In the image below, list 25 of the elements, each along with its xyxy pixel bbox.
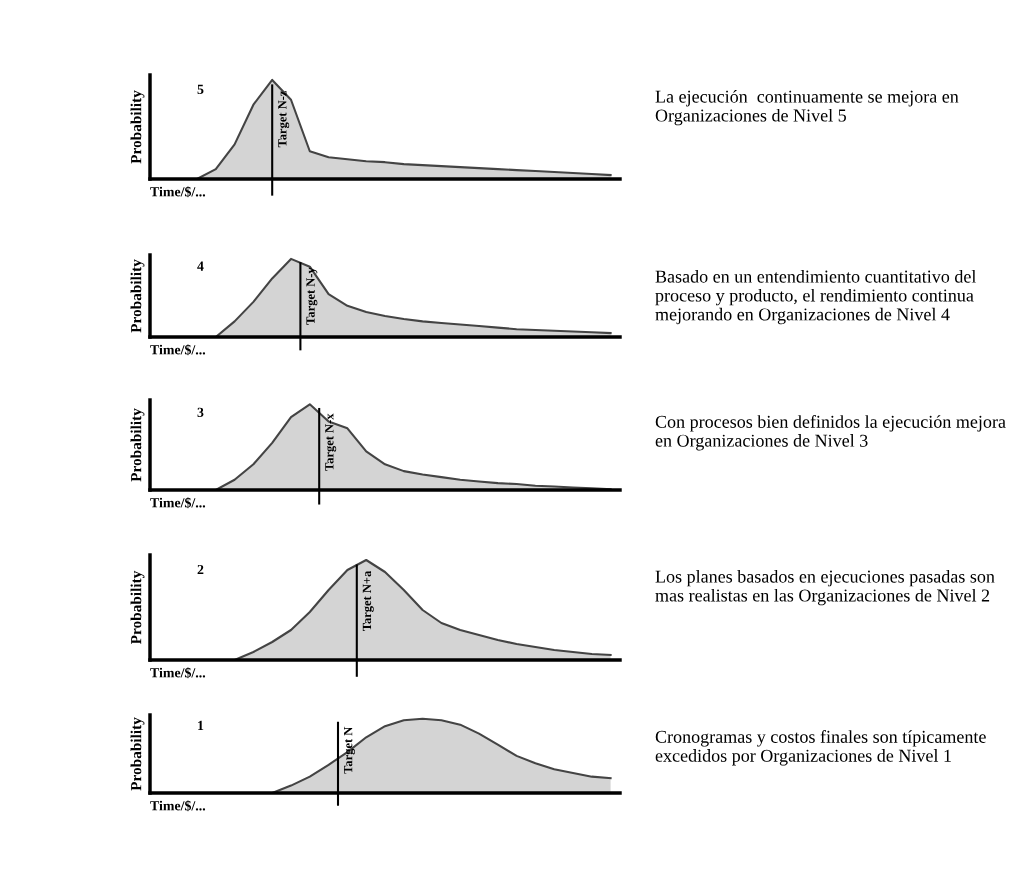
chart-title: 1 [198,720,204,731]
annotation: Target N+a [362,570,374,632]
chart-title: 3 [197,407,204,417]
y-axis-title: Probability [130,90,145,164]
x-axis-title: Time/$/... [150,344,206,356]
chart-title: 5 [197,84,204,95]
annotation: Target N [344,726,355,774]
y-axis-title: Probability [130,717,145,791]
x-axis-title: Time/$/... [150,667,206,679]
annotation: Target N-z [278,90,290,148]
annotation: Target N-y [306,267,318,325]
y-axis-title: Probability [130,259,145,333]
y-axis-title: Probability [130,408,145,482]
text: Cronogramas y costos finales son típicamente excedidos por Organizaciones de Nivel 1 [655,730,986,766]
chart-title: 2 [197,564,204,575]
text: La ejecución continuamente se mejora en Organizaciones de Nivel 5 [655,90,959,126]
x-axis-title: Time/$/... [150,497,206,509]
text: Con procesos bien definidos la ejecución mejora en Organizaciones de Nivel 3 [655,415,1006,451]
annotation: Target N-x [325,413,337,471]
text: Los planes basados en ejecuciones pasadas son mas realistas en las Organizaciones de Nivel 2 [655,570,995,606]
y-axis-title: Probability [130,570,145,645]
chart-title: 4 [197,261,204,271]
x-axis-title: Time/$/... [150,800,206,812]
x-axis-title: Time/$/... [150,186,206,198]
text: Basado en un entendimiento cuantitativo del proceso y producto, el rendimiento continua mejorando en Organizaciones de Nivel 4 [655,270,977,325]
